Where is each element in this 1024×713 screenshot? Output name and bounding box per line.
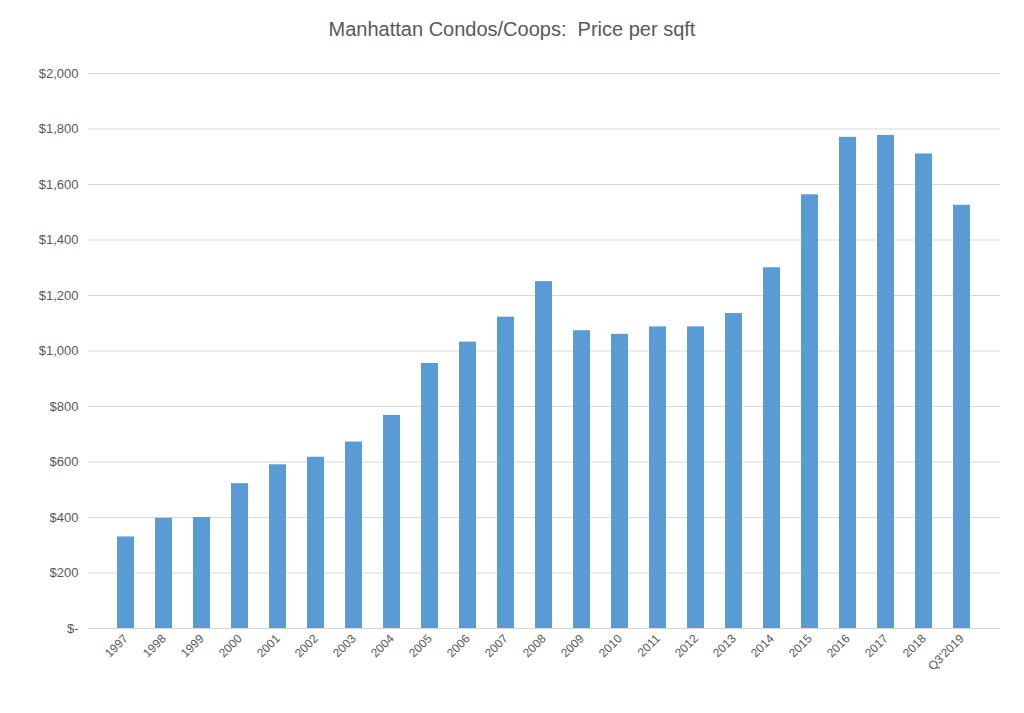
svg-text:$-: $-: [67, 621, 79, 636]
svg-text:2002: 2002: [292, 631, 321, 660]
svg-text:2003: 2003: [330, 631, 359, 660]
svg-text:$1,600: $1,600: [39, 177, 79, 192]
svg-text:2013: 2013: [710, 631, 739, 660]
svg-text:2012: 2012: [672, 631, 701, 660]
svg-text:2017: 2017: [862, 631, 891, 660]
svg-text:$200: $200: [50, 565, 79, 580]
svg-text:$400: $400: [50, 510, 79, 525]
svg-text:1997: 1997: [102, 631, 131, 660]
svg-text:2000: 2000: [216, 631, 245, 660]
svg-text:2014: 2014: [748, 631, 777, 660]
svg-text:2004: 2004: [368, 631, 397, 660]
svg-text:$1,400: $1,400: [39, 232, 79, 247]
svg-text:$1,000: $1,000: [39, 343, 79, 358]
svg-text:$800: $800: [50, 399, 79, 414]
svg-text:$1,200: $1,200: [39, 288, 79, 303]
svg-text:2007: 2007: [482, 631, 511, 660]
svg-text:2016: 2016: [824, 631, 853, 660]
svg-text:Q3'2019: Q3'2019: [925, 631, 967, 673]
svg-text:2010: 2010: [596, 631, 625, 660]
svg-text:2018: 2018: [900, 631, 929, 660]
svg-text:2006: 2006: [444, 631, 473, 660]
svg-text:2005: 2005: [406, 631, 435, 660]
html-text:Manhattan Condos/Coops: Price: Manhattan Condos/Coops: Price per sqft: [328, 18, 696, 40]
svg-text:$1,800: $1,800: [39, 121, 79, 136]
svg-text:1999: 1999: [178, 631, 207, 660]
svg-text:1998: 1998: [140, 631, 169, 660]
svg-text:$2,000: $2,000: [39, 66, 79, 81]
svg-text:2009: 2009: [558, 631, 587, 660]
svg-text:2011: 2011: [635, 631, 663, 659]
svg-text:$600: $600: [50, 454, 79, 469]
svg-text:2008: 2008: [520, 631, 549, 660]
svg-text:2001: 2001: [254, 631, 283, 660]
svg-text:2015: 2015: [786, 631, 815, 660]
